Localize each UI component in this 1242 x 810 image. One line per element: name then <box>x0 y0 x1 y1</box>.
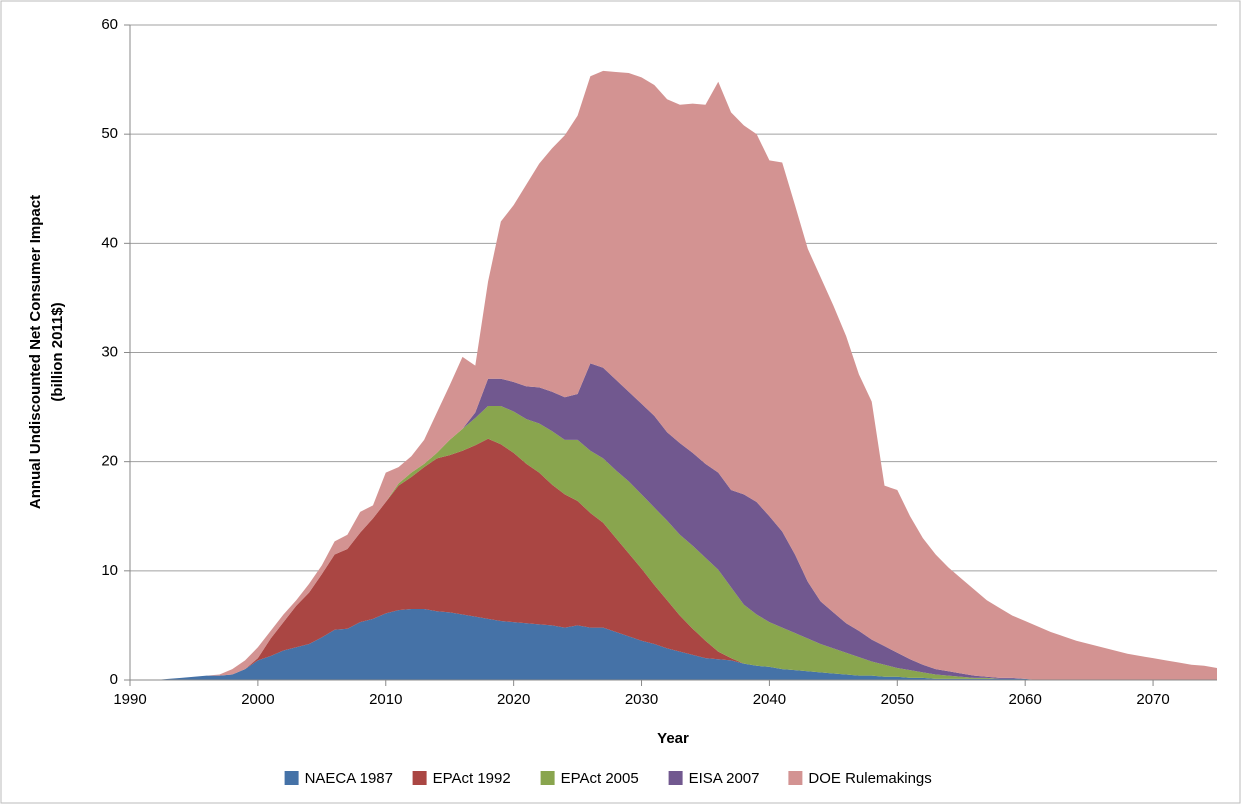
legend-swatch <box>668 771 683 785</box>
y-tick-label: 10 <box>101 562 118 579</box>
x-axis-label: Year <box>657 730 689 747</box>
x-tick-label: 2000 <box>241 691 274 708</box>
x-tick-label: 2020 <box>497 691 530 708</box>
y-tick-label: 40 <box>101 234 118 251</box>
area <box>130 405 1217 680</box>
x-tick-label: 2010 <box>369 691 402 708</box>
legend-label: DOE Rulemakings <box>808 770 931 787</box>
area <box>130 363 1217 680</box>
legend-label: EPAct 2005 <box>561 770 639 787</box>
x-tick-label: 2040 <box>753 691 786 708</box>
legend-swatch <box>788 771 803 785</box>
y-tick-label: 60 <box>101 16 118 33</box>
x-tick-label: 2070 <box>1136 691 1169 708</box>
legend-swatch <box>540 771 555 785</box>
legend-label: EPAct 1992 <box>433 770 511 787</box>
y-tick-label: 20 <box>101 453 118 470</box>
y-tick-label: 50 <box>101 125 118 142</box>
area <box>130 609 1217 680</box>
y-axis-label: Annual Undiscounted Net Consumer Impact <box>27 195 44 509</box>
x-tick-label: 2050 <box>881 691 914 708</box>
legend-swatch <box>284 771 299 785</box>
x-tick-label: 2030 <box>625 691 658 708</box>
y-axis-label: (billion 2011$) <box>49 302 66 401</box>
y-tick-label: 0 <box>110 671 118 688</box>
legend-swatch <box>412 771 427 785</box>
legend-label: NAECA 1987 <box>305 770 393 787</box>
legend-label: EISA 2007 <box>689 770 760 787</box>
area <box>130 438 1217 680</box>
y-tick-label: 30 <box>101 343 118 360</box>
area <box>130 70 1217 681</box>
x-tick-label: 2060 <box>1008 691 1041 708</box>
x-tick-label: 1990 <box>113 691 146 708</box>
